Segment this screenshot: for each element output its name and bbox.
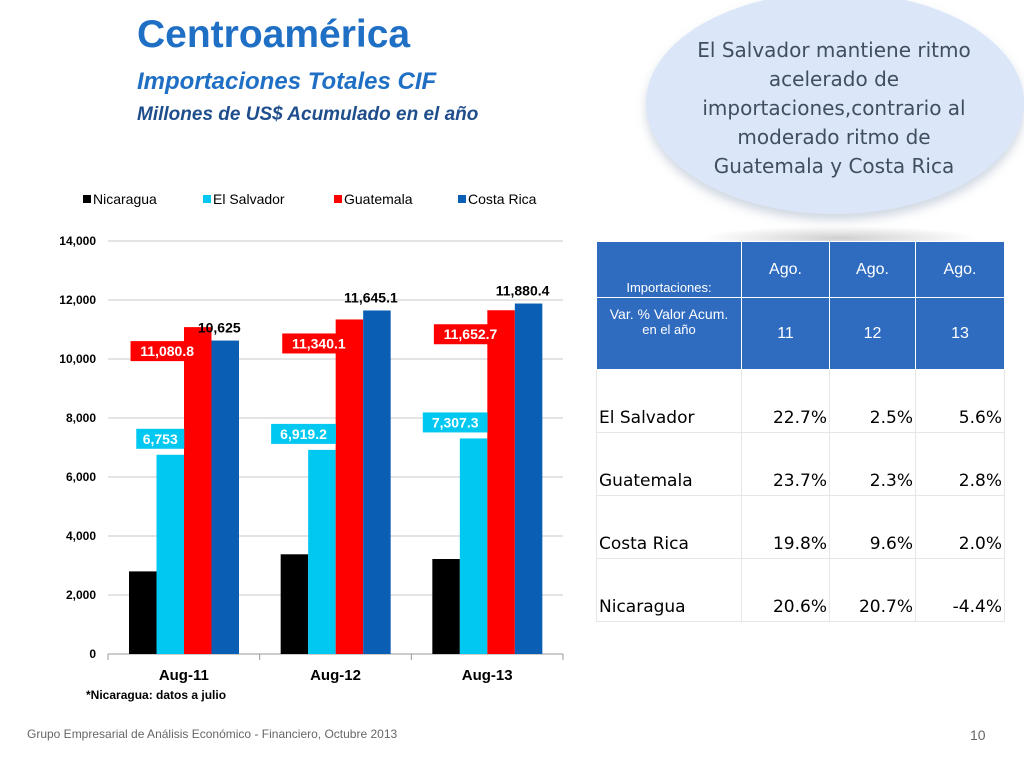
row-country: Guatemala [596, 432, 742, 496]
header-label-imports: Importaciones: [596, 241, 742, 298]
legend-label: El Salvador [213, 191, 285, 207]
row-value: 5.6% [915, 369, 1005, 433]
bar [335, 319, 364, 654]
header-year-label: Ago. [741, 241, 830, 298]
data-label-box [422, 412, 488, 433]
row-country: El Salvador [596, 369, 742, 433]
data-label: 11,645.1 [344, 289, 398, 305]
legend-swatch [334, 195, 342, 203]
callout-bubble [646, 0, 1024, 214]
page-number: 10 [970, 727, 986, 743]
data-label-box [130, 341, 204, 362]
y-tick-label: 14,000 [59, 234, 96, 248]
row-value: 20.6% [741, 558, 830, 622]
y-tick-label: 6,000 [66, 470, 96, 484]
table-header-row: Importaciones: Ago. Ago. Ago. [596, 241, 1005, 298]
data-label-box [282, 333, 356, 354]
row-country: Costa Rica [596, 495, 742, 559]
header-year-value: 12 [829, 297, 916, 370]
row-value: 2.5% [829, 369, 916, 433]
row-value: 22.7% [741, 369, 830, 433]
legend-swatch [203, 195, 211, 203]
data-label-box [271, 423, 336, 444]
bar [459, 438, 488, 654]
y-tick-label: 8,000 [66, 411, 96, 425]
data-label: 6,753 [143, 431, 178, 447]
legend-label: Costa Rica [468, 191, 537, 207]
x-tick-label: Aug-13 [462, 667, 513, 684]
header-year-label: Ago. [829, 241, 916, 298]
row-value: 2.0% [915, 495, 1005, 559]
bar [156, 454, 184, 654]
row-value: -4.4% [915, 558, 1005, 622]
x-tick-label: Aug-12 [310, 667, 361, 684]
bar [308, 449, 336, 654]
legend-label: Nicaragua [93, 191, 157, 207]
row-value: 2.8% [915, 432, 1005, 496]
legend-label: Guatemala [344, 191, 413, 207]
header-label-variation-line1: Var. % Valor Acum. [609, 306, 729, 322]
row-country: Nicaragua [596, 558, 742, 622]
bar [184, 327, 212, 654]
row-value: 20.7% [829, 558, 916, 622]
data-label: 11,652.7 [444, 326, 498, 342]
y-tick-label: 12,000 [59, 293, 96, 307]
variation-table: Importaciones: Ago. Ago. Ago. Var. % Val… [596, 241, 1005, 622]
bar [129, 571, 157, 654]
data-label: 10,625 [198, 320, 241, 336]
data-label-box [136, 428, 185, 449]
row-value: 2.3% [829, 432, 916, 496]
legend-swatch [458, 195, 466, 203]
callout-text: El Salvador mantiene ritmo acelerado de … [697, 38, 971, 178]
data-label: 6,919.2 [280, 426, 327, 442]
row-value: 19.8% [741, 495, 830, 559]
bar [432, 559, 460, 654]
table-row: Costa Rica 19.8% 9.6% 2.0% [596, 495, 1005, 559]
table-row: El Salvador 22.7% 2.5% 5.6% [596, 369, 1005, 433]
header-label-variation: Var. % Valor Acum. en el año [596, 297, 742, 370]
chart-footnote: *Nicaragua: datos a julio [86, 688, 227, 702]
header-year-label: Ago. [915, 241, 1005, 298]
data-label: 11,880.4 [496, 283, 550, 299]
y-tick-label: 4,000 [66, 529, 96, 543]
header-label-variation-line2: en el año [642, 322, 696, 337]
y-tick-label: 2,000 [66, 588, 96, 602]
data-label: 11,340.1 [292, 335, 346, 351]
header-year-value: 13 [915, 297, 1005, 370]
imports-bar-chart: 0 2,000 4,000 6,000 8,000 10,000 12,000 14,000 A… [59, 191, 564, 684]
data-label: 7,307.3 [432, 414, 479, 430]
bar [280, 554, 309, 654]
bar [211, 340, 239, 654]
bar [514, 303, 543, 654]
slide-subtitle-units: Millones de US$ Acumulado en el año [137, 104, 479, 125]
x-tick-label: Aug-11 [159, 667, 209, 684]
y-tick-label: 0 [89, 647, 96, 661]
slide-subtitle: Importaciones Totales CIF [137, 68, 437, 95]
table-row: Guatemala 23.7% 2.3% 2.8% [596, 432, 1005, 496]
bar [487, 310, 515, 654]
data-label: 11,080.8 [140, 343, 194, 359]
legend-swatch [83, 195, 91, 203]
data-label-box [433, 324, 508, 345]
row-value: 9.6% [829, 495, 916, 559]
slide-footer: Grupo Empresarial de Análisis Económico … [27, 727, 398, 741]
bar [363, 310, 391, 654]
y-tick-label: 10,000 [59, 352, 96, 366]
table-header-row: Var. % Valor Acum. en el año 11 12 13 [596, 297, 1005, 370]
slide-title: Centroamérica [137, 13, 411, 56]
header-year-value: 11 [741, 297, 830, 370]
row-value: 23.7% [741, 432, 830, 496]
table-row: Nicaragua 20.6% 20.7% -4.4% [596, 558, 1005, 622]
